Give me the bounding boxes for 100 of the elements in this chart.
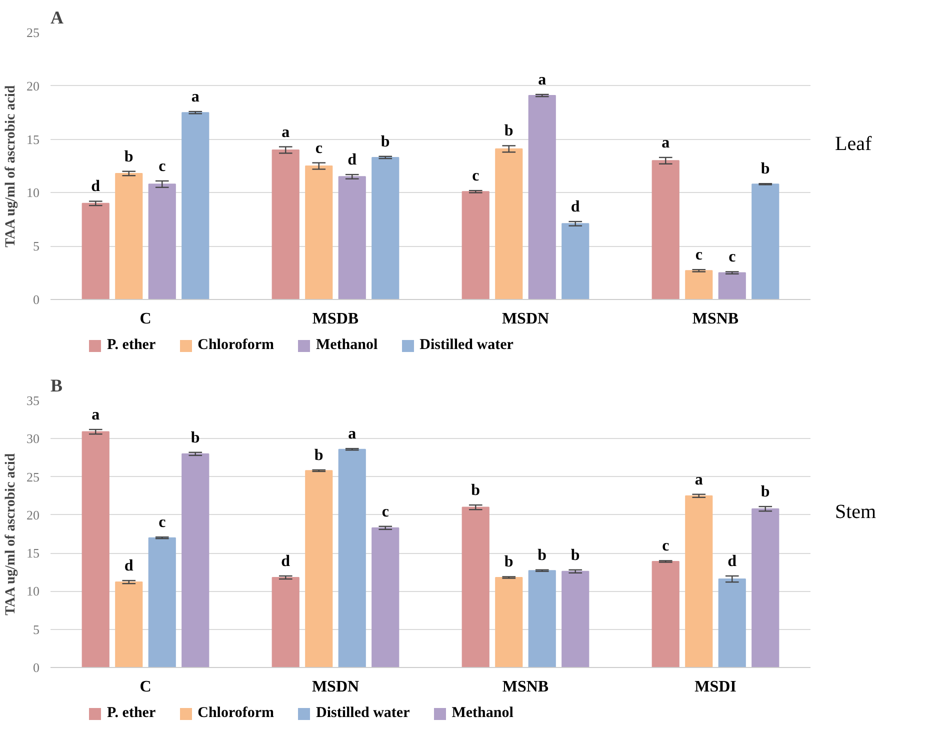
data-label: c (728, 248, 736, 266)
legend-label: Chloroform (198, 337, 274, 353)
legend-label: Methanol (452, 705, 514, 721)
legend-label: Distilled water (316, 705, 410, 721)
data-label: a (694, 471, 703, 488)
text: Stem (835, 500, 876, 525)
y-tick-label: 0 (33, 660, 40, 675)
data-label: c (158, 158, 166, 175)
data-label: a (348, 426, 356, 443)
data-label: b (538, 546, 547, 564)
data-label: c (472, 168, 480, 185)
bar (82, 202, 110, 300)
y-tick-label: 20 (26, 78, 40, 94)
bar (372, 527, 400, 668)
bar (752, 184, 780, 300)
y-tick-label: 15 (26, 546, 40, 561)
y-tick-label: 5 (33, 238, 40, 254)
data-label: b (314, 446, 324, 464)
data-label: d (281, 552, 290, 570)
bar (305, 470, 333, 668)
bar (752, 508, 780, 668)
data-label: a (538, 71, 546, 88)
legend-label: P. ether (107, 705, 156, 721)
bar (272, 576, 300, 668)
bar (528, 570, 556, 668)
data-label: b (760, 160, 770, 178)
data-label: b (190, 429, 200, 446)
data-label: c (695, 246, 702, 264)
data-label: b (760, 484, 770, 501)
bar (82, 431, 110, 668)
x-tick-label: MSNB (692, 310, 739, 328)
data-label: a (191, 88, 200, 106)
bar (305, 166, 333, 300)
bar (495, 148, 523, 300)
y-tick-label: 25 (26, 469, 40, 484)
bar (115, 582, 143, 668)
bar (652, 160, 680, 300)
data-label: d (728, 552, 737, 570)
data-label: c (662, 538, 670, 555)
bar (685, 495, 713, 668)
bar (372, 156, 400, 300)
data-label: b (570, 546, 580, 564)
bar (685, 270, 713, 300)
y-tick-label: 25 (26, 25, 40, 40)
y-tick-label: 30 (26, 431, 40, 446)
x-tick-label: C (140, 678, 152, 696)
data-label: d (348, 152, 357, 169)
x-tick-label: MSNB (502, 678, 549, 696)
y-tick-label: 15 (26, 132, 40, 147)
y-tick-label: 20 (26, 507, 40, 522)
data-label: a (282, 124, 290, 141)
data-label: c (158, 514, 166, 532)
y-tick-label: 0 (33, 292, 40, 307)
bar (718, 578, 746, 668)
legend-label: P. ether (107, 337, 156, 353)
data-label: b (380, 133, 390, 150)
y-axis-title: TAA ug/ml of ascrobic acid (4, 453, 18, 616)
bar (182, 112, 210, 300)
legend-label: Distilled water (420, 337, 514, 353)
data-label: b (504, 554, 514, 571)
x-tick-label: MSDN (312, 678, 360, 696)
data-label: a (92, 406, 100, 424)
data-label: d (124, 558, 134, 575)
data-label: c (315, 140, 322, 157)
x-tick-label: MSDB (312, 310, 359, 328)
data-label: a (662, 134, 670, 152)
bar (528, 95, 556, 300)
text: Leaf (835, 132, 872, 157)
bar (462, 191, 490, 300)
bar (338, 448, 366, 668)
chart-title: A (50, 8, 64, 28)
data-label: b (471, 482, 480, 500)
x-tick-label: MSDN (502, 310, 550, 328)
data-label: c (382, 503, 389, 520)
chart-title: B (50, 376, 63, 396)
bar (652, 560, 680, 668)
bar (462, 506, 490, 668)
bar (718, 272, 746, 300)
bar (148, 537, 176, 668)
data-label: d (570, 198, 580, 216)
bar (495, 576, 523, 668)
legend-label: Chloroform (198, 705, 274, 721)
bar (148, 184, 176, 300)
data-label: d (91, 178, 100, 196)
data-label: b (504, 122, 514, 140)
bar (562, 223, 590, 300)
y-tick-label: 10 (26, 584, 40, 599)
data-label: b (124, 148, 134, 166)
bar (182, 453, 210, 668)
y-tick-label: 35 (26, 393, 40, 408)
legend-label: Methanol (316, 337, 378, 353)
x-tick-label: C (140, 310, 152, 328)
x-tick-label: MSDI (694, 678, 736, 696)
y-tick-label: 5 (33, 622, 40, 637)
y-axis-title: TAA ug/ml of ascrobic acid (4, 85, 18, 248)
bar (338, 176, 366, 300)
bar (272, 149, 300, 300)
bar (562, 570, 590, 668)
y-tick-label: 10 (26, 185, 40, 200)
bar (115, 172, 143, 300)
